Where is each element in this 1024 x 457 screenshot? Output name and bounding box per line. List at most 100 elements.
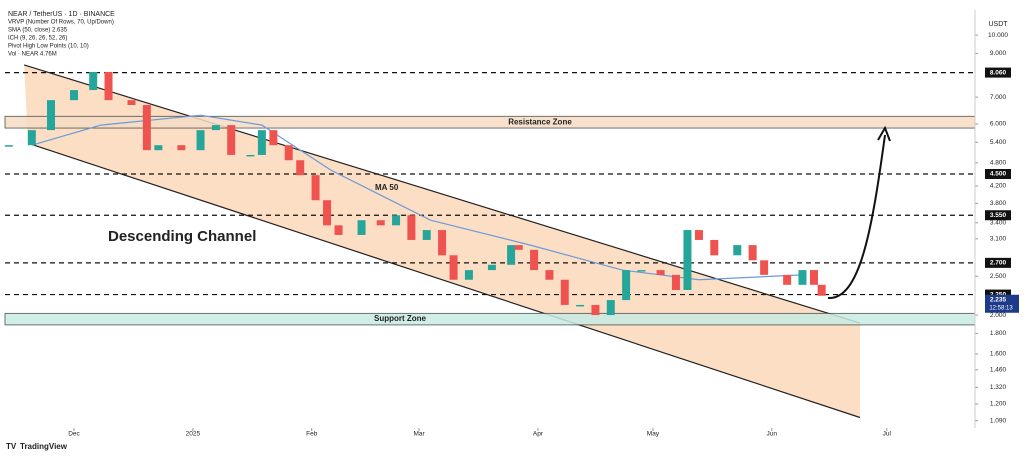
price-badge bbox=[985, 294, 1019, 313]
y-tick-label: 1.460 bbox=[990, 367, 1007, 374]
candle bbox=[449, 255, 458, 280]
candle bbox=[27, 130, 36, 146]
chart-title: NEAR / TetherUS · 1D · BINANCE bbox=[8, 11, 115, 18]
candle bbox=[196, 130, 205, 151]
candle bbox=[284, 145, 293, 161]
candle bbox=[392, 215, 401, 226]
channel-lower bbox=[27, 142, 861, 419]
candle bbox=[591, 304, 600, 316]
indicator-label: VRVP (Number Of Rows, 70, Up/Down) bbox=[8, 20, 114, 26]
candle bbox=[760, 260, 769, 275]
level-badge bbox=[985, 289, 1011, 300]
candle bbox=[334, 225, 343, 235]
candle bbox=[798, 270, 807, 285]
candle bbox=[694, 230, 703, 240]
y-tick-label: 1.600 bbox=[990, 351, 1007, 358]
candle bbox=[514, 245, 523, 250]
y-tick-label: 1.090 bbox=[990, 417, 1007, 424]
candle bbox=[376, 220, 385, 226]
candle bbox=[323, 200, 332, 226]
candle bbox=[70, 90, 79, 101]
zone bbox=[4, 312, 976, 326]
level-label: 4.500 bbox=[990, 171, 1007, 178]
candle bbox=[257, 130, 266, 155]
candle bbox=[748, 245, 757, 261]
candle bbox=[606, 300, 615, 316]
candle bbox=[127, 100, 136, 106]
y-tick-label: 10.000 bbox=[988, 32, 1008, 39]
y-tick-label: 4.800 bbox=[990, 159, 1007, 166]
x-tick-label: Feb bbox=[306, 431, 318, 438]
brand: TradingView bbox=[20, 442, 68, 451]
level-label: 8.060 bbox=[990, 69, 1007, 76]
candle bbox=[576, 304, 585, 307]
y-tick-label: 4.200 bbox=[990, 183, 1007, 190]
candle bbox=[246, 154, 255, 157]
level-badge bbox=[985, 67, 1011, 78]
y-tick-label: 1.800 bbox=[990, 330, 1007, 337]
y-tick-label: 6.000 bbox=[990, 121, 1007, 128]
indicator-label: SMA (50, close) 2.635 bbox=[8, 28, 68, 34]
candle bbox=[733, 245, 742, 256]
channel-label: Descending Channel bbox=[108, 228, 256, 245]
candle bbox=[622, 270, 631, 301]
candle bbox=[296, 160, 305, 176]
candle bbox=[545, 270, 554, 280]
candle bbox=[560, 279, 569, 305]
y-tick-label: 1.200 bbox=[990, 401, 1007, 408]
zone-label: Resistance Zone bbox=[508, 117, 572, 126]
candle bbox=[809, 270, 818, 285]
indicator-label: Pivot High Low Points (10, 10) bbox=[8, 44, 89, 50]
x-tick-label: May bbox=[647, 431, 660, 438]
candle bbox=[530, 249, 539, 271]
candle bbox=[656, 270, 665, 275]
x-tick-label: 2025 bbox=[186, 431, 201, 438]
candle bbox=[464, 270, 473, 280]
candle bbox=[438, 230, 447, 256]
candle bbox=[4, 145, 13, 147]
candle bbox=[211, 125, 220, 131]
brand-logo: TV bbox=[6, 442, 17, 451]
projection-arrow bbox=[827, 134, 886, 300]
level-label: 2.700 bbox=[990, 260, 1007, 267]
candle bbox=[671, 274, 680, 290]
y-tick-label: 3.800 bbox=[990, 200, 1007, 207]
level-badge bbox=[985, 168, 1011, 179]
y-tick-label: 9.000 bbox=[990, 50, 1007, 57]
channel-upper bbox=[23, 64, 861, 324]
candle bbox=[357, 220, 366, 235]
y-tick-label: 1.320 bbox=[990, 384, 1007, 391]
x-tick-label: Jul bbox=[883, 431, 892, 438]
candle bbox=[710, 239, 719, 256]
level-label: 3.550 bbox=[990, 212, 1007, 219]
countdown: 12:58:13 bbox=[989, 305, 1013, 311]
candle bbox=[487, 264, 496, 271]
candle bbox=[154, 145, 163, 151]
candle bbox=[637, 270, 646, 272]
arrow-head bbox=[877, 125, 891, 142]
y-tick-label: 7.000 bbox=[990, 94, 1007, 101]
candle bbox=[104, 71, 113, 101]
candle bbox=[269, 130, 278, 146]
x-tick-label: Mar bbox=[413, 431, 425, 438]
candle bbox=[311, 175, 320, 201]
indicator-label: Vol · NEAR 4.76M bbox=[8, 52, 57, 58]
candle bbox=[177, 145, 186, 151]
x-tick-label: Apr bbox=[533, 431, 544, 438]
y-tick-label: 2.500 bbox=[990, 273, 1007, 280]
candle bbox=[422, 230, 431, 240]
candle bbox=[142, 105, 151, 151]
y-tick-label: 2.000 bbox=[990, 312, 1007, 319]
current-price: 2.235 bbox=[990, 296, 1007, 303]
y-tick-label: 3.400 bbox=[990, 219, 1007, 226]
candle bbox=[507, 245, 516, 265]
y-tick-label: 3.100 bbox=[990, 236, 1007, 243]
x-tick-label: Dec bbox=[68, 431, 80, 438]
level-badge bbox=[985, 210, 1011, 221]
candle bbox=[783, 274, 792, 285]
currency: USDT bbox=[988, 21, 1008, 28]
level-badge bbox=[985, 257, 1011, 268]
candle bbox=[407, 215, 416, 240]
indicator-label: ICH (9, 26, 26, 52, 26) bbox=[8, 36, 67, 42]
